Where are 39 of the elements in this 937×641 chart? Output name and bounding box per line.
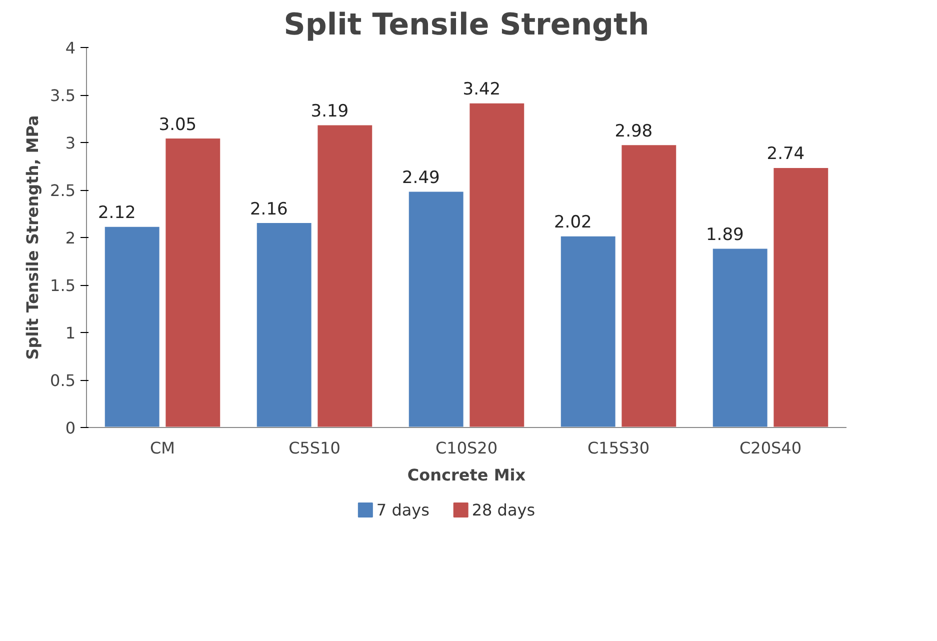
data-label: 3.05 <box>158 114 197 135</box>
bar <box>255 222 313 428</box>
data-label: 2.02 <box>554 212 592 233</box>
data-label: 1.89 <box>706 224 744 245</box>
bar <box>103 225 161 428</box>
legend-label: 7 days <box>376 500 430 520</box>
bar <box>620 144 678 428</box>
x-tick-label: C20S40 <box>739 438 802 458</box>
data-label: 2.98 <box>614 121 653 142</box>
bar <box>468 102 526 428</box>
data-label: 2.16 <box>250 199 288 220</box>
y-tick-label: 3.5 <box>50 86 76 105</box>
x-tick-label: CM <box>150 438 175 458</box>
data-label: 3.19 <box>310 101 349 122</box>
x-tick-label: C5S10 <box>288 438 340 458</box>
y-tick-label: 4 <box>65 38 76 58</box>
bar <box>164 137 222 428</box>
bar <box>711 247 769 428</box>
y-tick-label: 0.5 <box>50 371 76 390</box>
bar <box>772 166 830 428</box>
bar <box>559 234 617 428</box>
y-tick-label: 0 <box>65 418 76 438</box>
data-label: 2.74 <box>766 144 805 164</box>
x-tick-label: C15S30 <box>587 438 650 458</box>
y-tick-label: 2.5 <box>50 181 76 200</box>
legend-label: 28 days <box>472 500 536 520</box>
chart-title: Split Tensile Strength <box>284 8 650 42</box>
y-tick-label: 3 <box>65 134 76 152</box>
data-label: 2.49 <box>402 168 440 188</box>
y-tick-label: 1.5 <box>50 276 76 295</box>
bar <box>407 190 465 428</box>
data-label: 2.12 <box>98 203 136 224</box>
y-tick-label: 2 <box>65 228 76 248</box>
x-axis-title: Concrete Mix <box>407 466 526 484</box>
x-tick-label: C10S20 <box>435 438 498 458</box>
data-label: 3.42 <box>462 80 501 100</box>
y-tick-label: 1 <box>65 324 76 342</box>
bar <box>316 124 374 428</box>
y-axis-title: Split Tensile Strength, MPa <box>23 115 42 360</box>
